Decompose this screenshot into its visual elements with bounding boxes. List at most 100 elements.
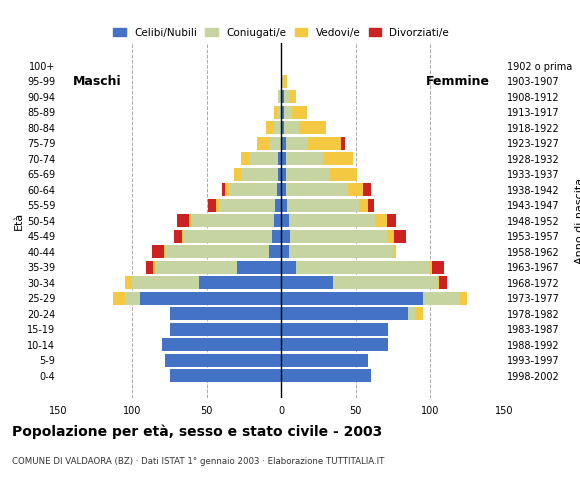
Bar xyxy=(281,276,334,289)
Bar xyxy=(439,276,447,289)
Bar xyxy=(284,106,292,119)
Bar xyxy=(393,245,396,258)
Bar xyxy=(229,183,277,196)
Bar xyxy=(286,152,323,166)
Bar xyxy=(281,183,286,196)
Bar xyxy=(224,183,229,196)
Bar xyxy=(125,292,140,305)
Bar xyxy=(281,292,423,305)
Bar xyxy=(281,168,286,181)
Bar xyxy=(169,369,281,382)
Bar xyxy=(266,121,274,134)
Y-axis label: Età: Età xyxy=(14,212,24,230)
Bar xyxy=(281,354,368,367)
Bar xyxy=(387,230,394,243)
Bar xyxy=(292,106,307,119)
Bar xyxy=(274,214,281,228)
Bar xyxy=(278,90,281,104)
Bar xyxy=(415,307,423,320)
Bar xyxy=(281,230,290,243)
Bar xyxy=(281,106,284,119)
Bar xyxy=(274,106,277,119)
Bar xyxy=(296,261,430,274)
Bar xyxy=(289,214,375,228)
Bar xyxy=(152,245,164,258)
Bar xyxy=(423,292,460,305)
Bar xyxy=(281,261,296,274)
Bar xyxy=(281,307,408,320)
Bar xyxy=(258,137,269,150)
Bar xyxy=(165,354,281,367)
Bar xyxy=(183,230,273,243)
Bar xyxy=(281,245,289,258)
Bar xyxy=(281,214,289,228)
Bar xyxy=(284,121,299,134)
Bar xyxy=(281,338,389,351)
Bar xyxy=(287,199,358,212)
Bar xyxy=(358,199,368,212)
Bar xyxy=(278,168,281,181)
Bar xyxy=(200,276,281,289)
Bar xyxy=(125,276,132,289)
Bar xyxy=(177,214,189,228)
Bar xyxy=(281,199,287,212)
Bar xyxy=(394,230,407,243)
Bar xyxy=(281,323,389,336)
Bar xyxy=(277,183,281,196)
Bar xyxy=(140,292,281,305)
Y-axis label: Anno di nascita: Anno di nascita xyxy=(575,178,580,264)
Bar xyxy=(281,75,284,88)
Bar xyxy=(234,168,241,181)
Bar xyxy=(289,90,296,104)
Bar xyxy=(387,214,396,228)
Bar xyxy=(274,121,281,134)
Bar xyxy=(249,152,278,166)
Bar xyxy=(290,230,387,243)
Bar xyxy=(155,261,237,274)
Bar xyxy=(281,369,371,382)
Bar xyxy=(341,137,345,150)
Bar xyxy=(273,230,281,243)
Bar xyxy=(241,152,249,166)
Bar xyxy=(241,168,278,181)
Text: Femmine: Femmine xyxy=(426,75,490,88)
Bar xyxy=(331,168,357,181)
Bar xyxy=(460,292,467,305)
Bar xyxy=(289,245,393,258)
Bar xyxy=(281,90,284,104)
Bar xyxy=(281,137,286,150)
Bar xyxy=(222,183,224,196)
Bar xyxy=(269,245,281,258)
Bar xyxy=(169,323,281,336)
Bar xyxy=(219,199,276,212)
Bar xyxy=(174,230,182,243)
Bar xyxy=(308,137,341,150)
Bar xyxy=(286,183,348,196)
Text: Maschi: Maschi xyxy=(73,75,122,88)
Bar xyxy=(162,338,281,351)
Bar xyxy=(432,261,444,274)
Bar xyxy=(323,152,353,166)
Bar xyxy=(334,276,438,289)
Bar xyxy=(286,137,308,150)
Text: COMUNE DI VALDAORA (BZ) · Dati ISTAT 1° gennaio 2003 · Elaborazione TUTTITALIA.I: COMUNE DI VALDAORA (BZ) · Dati ISTAT 1° … xyxy=(12,457,384,466)
Bar xyxy=(276,199,281,212)
Bar xyxy=(408,307,415,320)
Bar xyxy=(237,261,281,274)
Bar xyxy=(284,75,287,88)
Bar xyxy=(146,261,153,274)
Bar xyxy=(375,214,387,228)
Bar xyxy=(299,121,326,134)
Legend: Celibi/Nubili, Coniugati/e, Vedovi/e, Divorziati/e: Celibi/Nubili, Coniugati/e, Vedovi/e, Di… xyxy=(109,24,454,42)
Text: Popolazione per età, sesso e stato civile - 2003: Popolazione per età, sesso e stato civil… xyxy=(12,425,382,439)
Bar xyxy=(286,168,331,181)
Bar xyxy=(208,199,216,212)
Bar xyxy=(278,152,281,166)
Bar xyxy=(169,307,281,320)
Bar xyxy=(182,230,183,243)
Bar xyxy=(165,245,269,258)
Bar xyxy=(438,276,439,289)
Bar xyxy=(281,152,286,166)
Bar xyxy=(284,90,289,104)
Bar xyxy=(363,183,371,196)
